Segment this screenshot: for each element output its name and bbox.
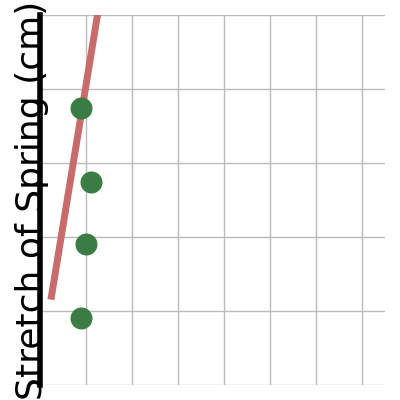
Point	[78, 315, 84, 322]
Point	[87, 178, 94, 185]
Y-axis label: Stretch of Spring (cm): Stretch of Spring (cm)	[15, 0, 49, 400]
Point	[78, 104, 84, 111]
Point	[83, 241, 89, 248]
